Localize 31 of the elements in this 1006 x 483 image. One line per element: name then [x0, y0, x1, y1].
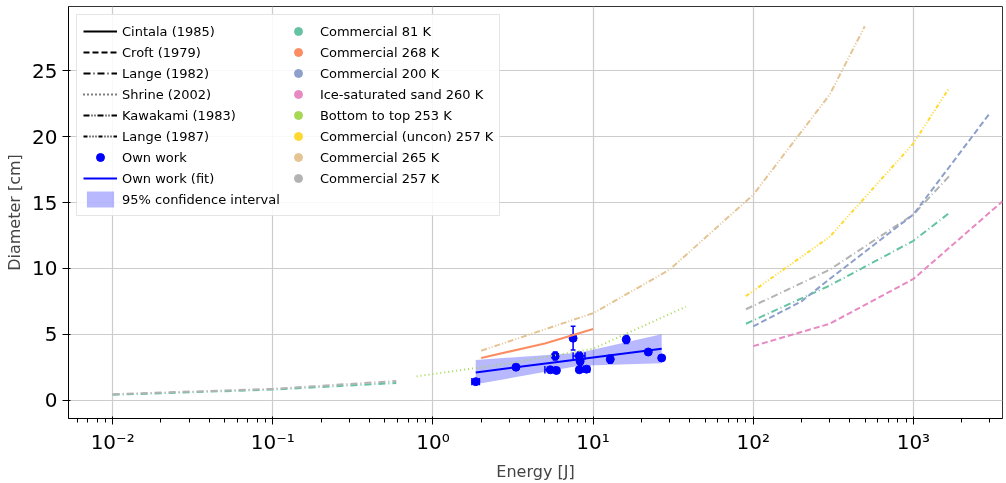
legend-label: Lange (1987) — [122, 128, 210, 144]
legend-label: 95% confidence interval — [122, 191, 280, 207]
legend-label: Cintala (1985) — [122, 23, 215, 39]
x-tick-label: 10⁻² — [90, 429, 135, 454]
x-tick-label: 10⁰ — [416, 429, 450, 454]
legend-label: Commercial (uncon) 257 K — [319, 128, 494, 144]
legend-label: Croft (1979) — [122, 44, 201, 60]
x-tick-label: 10⁻¹ — [250, 429, 295, 454]
y-tick-label: 5 — [44, 322, 58, 347]
legend-label: Commercial 265 K — [319, 149, 440, 165]
x-tick-label: 10² — [736, 429, 770, 454]
x-tick-label: 10³ — [896, 429, 931, 454]
y-tick-label: 25 — [32, 59, 58, 83]
legend-label: Commercial 268 K — [319, 44, 440, 60]
legend-label: Own work (fit) — [122, 170, 215, 186]
legend-label: Bottom to top 253 K — [319, 107, 452, 123]
y-tick-label: 0 — [44, 388, 58, 413]
legend-label: Kawakami (1983) — [122, 107, 236, 123]
legend-label: Ice-saturated sand 260 K — [319, 86, 484, 102]
x-tick-label: 10¹ — [576, 429, 610, 454]
x-axis-title: Energy [J] — [496, 461, 575, 481]
legend-label: Lange (1982) — [122, 65, 210, 81]
y-tick-label: 15 — [32, 190, 58, 215]
legend-label: Commercial 200 K — [319, 65, 440, 81]
legend-label: Shrine (2002) — [122, 86, 212, 102]
legend-label: Commercial 257 K — [319, 170, 440, 186]
legend-label: Commercial 81 K — [319, 23, 431, 39]
y-tick-label: 20 — [32, 124, 58, 149]
y-axis-title: Diameter [cm] — [5, 154, 25, 271]
legend-label: Own work — [122, 149, 187, 165]
y-tick-label: 10 — [32, 256, 58, 281]
